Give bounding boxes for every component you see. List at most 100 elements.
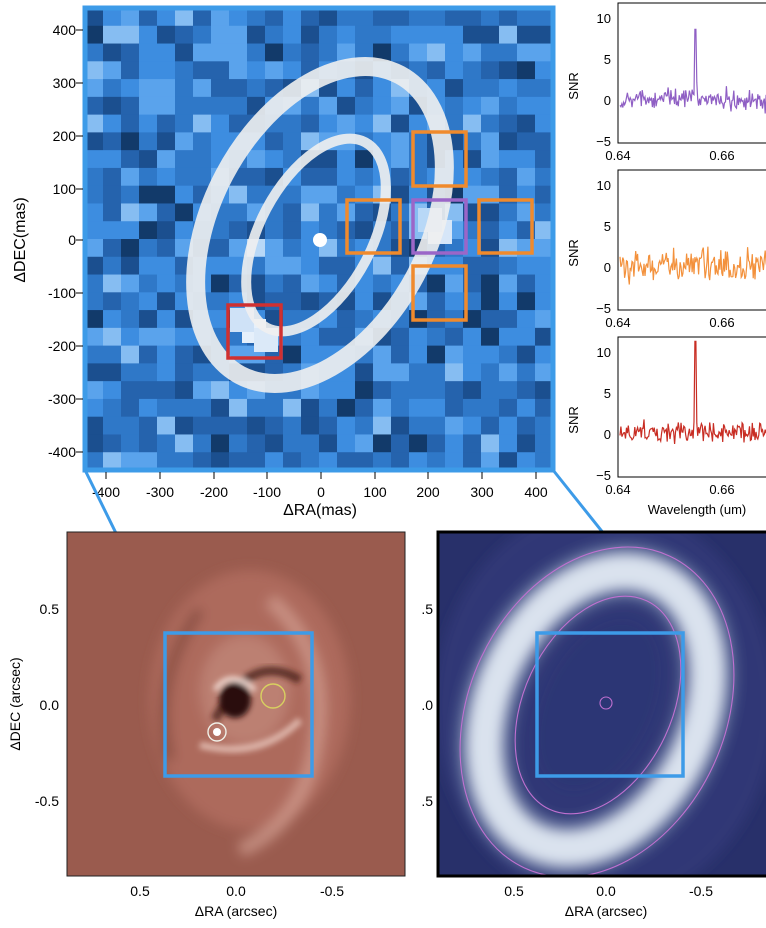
heatmap-pixel: [103, 132, 122, 151]
heatmap-pixel: [193, 25, 212, 45]
heatmap-pixel: [319, 416, 338, 436]
heatmap-pixel: [355, 416, 374, 436]
heatmap-pixel: [319, 96, 338, 116]
heatmap-pixel: [157, 327, 176, 347]
heatmap-pixel: [193, 61, 212, 80]
heatmap-pixel: [283, 25, 302, 45]
heatmap-pixel: [121, 25, 140, 45]
heatmap-pixel: [157, 185, 176, 205]
heatmap-pixel: [301, 114, 320, 133]
heatmap-pixel: [211, 8, 230, 27]
heatmap-pixel: [535, 398, 553, 418]
heatmap-pixel: [391, 132, 410, 151]
heatmap-pixel: [535, 96, 553, 116]
heatmap-pixel: [229, 114, 248, 133]
heatmap-pixel: [319, 434, 338, 453]
heatmap-pixel: [193, 96, 212, 116]
left-x-axis-label: ΔRA (arcsec): [195, 903, 277, 919]
heatmap-pixel: [247, 79, 266, 98]
heatmap-pixel: [139, 381, 158, 400]
right-x-tick-labels: 0.5 0.0 -0.5: [504, 883, 713, 899]
main-panel: 400 300 200 100 0 -100 -200 -300 -400 -4…: [12, 5, 556, 519]
heatmap-pixel: [463, 345, 482, 364]
heatmap-pixel: [103, 203, 122, 222]
heatmap-pixel: [247, 434, 266, 453]
heatmap-pixel: [229, 185, 248, 205]
heatmap-pixel: [85, 345, 104, 364]
heatmap-pixel: [463, 434, 482, 453]
spectrum-panel-3: SNR 10 5 0 −5 0.64 0.66 Wavelength (um): [566, 336, 766, 517]
heatmap-pixel: [85, 114, 104, 133]
heatmap-pixel: [121, 221, 140, 240]
heatmap-pixel: [445, 452, 464, 470]
heatmap-pixel: [409, 398, 428, 418]
heatmap-pixel: [391, 25, 410, 45]
heatmap-pixel: [229, 79, 248, 98]
heatmap-pixel: [121, 327, 140, 347]
heatmap-pixel: [373, 434, 392, 453]
heatmap-pixel: [211, 452, 230, 470]
heatmap-pixel: [85, 132, 104, 151]
heatmap-pixel: [373, 274, 392, 293]
heatmap-pixel: [427, 8, 446, 27]
heatmap-pixel: [175, 345, 194, 364]
heatmap-pixel: [499, 79, 518, 98]
heatmap-pixel: [445, 8, 464, 27]
heatmap-pixel: [517, 25, 536, 45]
heatmap-pixel: [283, 203, 302, 222]
heatmap-pixel: [517, 292, 536, 311]
heatmap-pixel: [265, 25, 284, 45]
heatmap-pixel: [265, 434, 284, 453]
heatmap-pixel: [535, 310, 553, 329]
heatmap-pixel: [319, 381, 338, 400]
aperture-east-far: [477, 198, 534, 255]
heatmap-pixel: [535, 363, 553, 382]
heatmap-pixel: [373, 381, 392, 400]
heatmap-pixel: [337, 79, 356, 98]
right-x-axis-label: ΔRA (arcsec): [565, 903, 647, 919]
heatmap-pixel: [103, 398, 122, 418]
heatmap-pixel: [373, 79, 392, 98]
heatmap-pixel: [265, 452, 284, 470]
heatmap-pixel: [481, 416, 500, 436]
heatmap-pixel: [247, 274, 266, 293]
heatmap-pixel: [265, 239, 284, 258]
heatmap-pixel: [427, 25, 446, 45]
heatmap-pixel: [337, 150, 356, 169]
heatmap-pixel: [517, 363, 536, 382]
heatmap-pixel: [337, 167, 356, 187]
heatmap-pixel: [409, 25, 428, 45]
heatmap-pixel: [481, 43, 500, 62]
heatmap-pixel: [283, 256, 302, 276]
heatmap-pixel: [193, 363, 212, 382]
heatmap-pixel: [409, 345, 428, 364]
heatmap-pixel: [85, 167, 104, 187]
heatmap-pixel: [103, 150, 122, 169]
heatmap-pixel: [517, 310, 536, 329]
heatmap-pixel: [319, 203, 338, 222]
heatmap-pixel: [175, 416, 194, 436]
heatmap-pixel: [319, 398, 338, 418]
left-panel: 0.5 0.0 -0.5 0.5 0.0 -0.5 ΔRA (arcsec) Δ…: [7, 531, 406, 919]
heatmap-pixel: [139, 327, 158, 347]
heatmap-pixel: [265, 8, 284, 27]
heatmap-pixel: [535, 203, 553, 222]
heatmap-pixel: [445, 114, 464, 133]
y-tick-label: 100: [53, 181, 77, 197]
heatmap-pixel: [481, 452, 500, 470]
heatmap-pixel: [463, 398, 482, 418]
heatmap-pixel: [247, 398, 266, 418]
heatmap-pixel: [157, 150, 176, 169]
spectrum-y-tick-label: 10: [597, 178, 611, 193]
heatmap-pixel: [373, 398, 392, 418]
heatmap-pixel: [355, 363, 374, 382]
heatmap-pixel: [337, 114, 356, 133]
heatmap-pixel: [157, 61, 176, 80]
heatmap-pixel: [121, 185, 140, 205]
heatmap-pixel: [121, 203, 140, 222]
heatmap-pixel: [499, 167, 518, 187]
heatmap-pixel: [175, 381, 194, 400]
heatmap-pixel: [139, 167, 158, 187]
y-tick-label: 0: [68, 232, 76, 248]
